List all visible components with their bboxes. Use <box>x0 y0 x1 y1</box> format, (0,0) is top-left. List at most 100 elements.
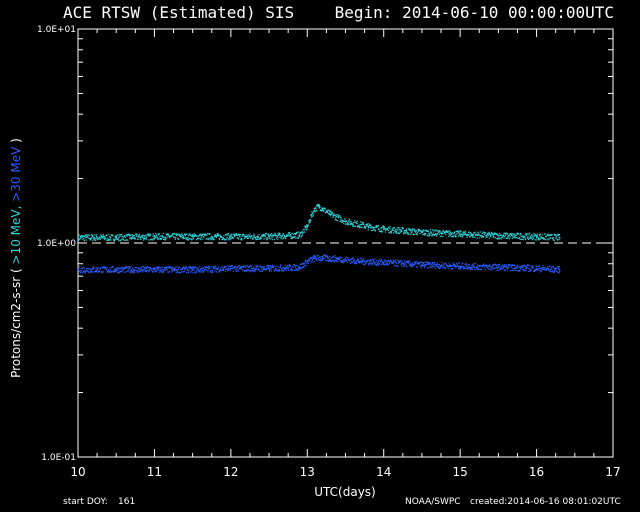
data-point <box>477 264 479 266</box>
data-point <box>189 233 191 235</box>
data-point <box>423 233 425 235</box>
data-point <box>178 238 180 240</box>
data-point <box>318 207 320 209</box>
data-point <box>83 269 85 271</box>
data-point <box>534 233 536 235</box>
data-point <box>108 233 110 235</box>
data-point <box>241 269 243 271</box>
data-point <box>358 225 360 227</box>
data-point <box>448 233 450 235</box>
data-point <box>440 265 442 267</box>
data-point <box>503 265 505 267</box>
data-point <box>277 238 279 240</box>
data-point <box>345 259 347 261</box>
data-point <box>263 268 265 270</box>
data-point <box>424 266 426 268</box>
y-axis-label: Protons/cm2-s-sr <box>9 277 23 378</box>
data-point <box>525 239 527 241</box>
data-point <box>197 271 199 273</box>
data-point <box>180 269 182 271</box>
data-point <box>212 236 214 238</box>
data-point <box>141 236 143 238</box>
data-point <box>275 235 277 237</box>
data-point <box>331 212 333 214</box>
x-tick-label: 15 <box>453 465 468 479</box>
data-point <box>186 237 188 239</box>
data-point <box>524 237 526 239</box>
data-point <box>544 238 546 241</box>
data-point <box>421 231 423 234</box>
data-point <box>347 257 349 259</box>
data-point <box>165 270 167 272</box>
data-point <box>380 231 382 233</box>
data-point <box>102 267 104 269</box>
data-point <box>450 264 452 267</box>
data-point <box>195 266 197 268</box>
data-point <box>432 266 435 268</box>
data-point <box>548 265 550 267</box>
data-point <box>203 236 205 238</box>
data-point <box>552 239 554 241</box>
data-point <box>168 270 170 273</box>
data-point <box>197 268 199 270</box>
data-point <box>199 269 201 271</box>
data-point <box>502 236 504 238</box>
data-point <box>147 267 149 269</box>
data-point <box>413 233 415 235</box>
data-point <box>387 264 389 266</box>
data-point <box>516 237 519 239</box>
data-point <box>93 237 95 239</box>
data-point <box>170 235 172 237</box>
data-point <box>345 260 348 262</box>
data-point <box>261 270 263 272</box>
data-point <box>128 267 131 269</box>
data-point <box>103 238 105 240</box>
data-point <box>325 211 327 213</box>
data-point <box>464 232 467 234</box>
data-point <box>103 237 105 239</box>
data-point <box>433 266 435 268</box>
data-point <box>406 231 408 233</box>
data-point <box>117 267 119 269</box>
data-point <box>539 233 542 235</box>
data-point <box>215 268 217 270</box>
data-point <box>211 235 213 237</box>
data-point <box>551 270 554 272</box>
data-point <box>416 234 418 236</box>
data-point <box>197 235 199 237</box>
data-point <box>228 238 230 240</box>
data-point <box>372 262 374 264</box>
data-point <box>395 232 397 234</box>
data-point <box>328 257 330 259</box>
data-point <box>369 224 371 226</box>
data-point <box>419 232 421 234</box>
data-point <box>126 266 128 268</box>
data-point <box>521 238 523 240</box>
data-point <box>447 267 449 269</box>
data-point <box>244 265 246 267</box>
data-point <box>246 236 248 238</box>
data-point <box>515 266 517 268</box>
data-point <box>165 233 167 235</box>
data-point <box>395 265 397 267</box>
data-point <box>318 203 320 206</box>
data-point <box>211 238 213 240</box>
data-point <box>507 267 509 270</box>
data-point <box>481 232 483 234</box>
data-point <box>274 233 276 235</box>
data-point <box>81 236 83 238</box>
data-point <box>540 270 542 272</box>
data-point <box>279 265 282 267</box>
data-point <box>422 234 424 236</box>
data-point <box>201 267 203 269</box>
data-point <box>530 236 532 238</box>
data-point <box>519 270 521 272</box>
data-point <box>341 260 343 262</box>
data-point <box>461 263 463 265</box>
data-point <box>535 265 537 267</box>
data-point <box>102 237 104 239</box>
data-point <box>407 260 409 262</box>
data-point <box>195 271 197 273</box>
data-point <box>363 259 365 261</box>
data-point <box>266 237 268 239</box>
